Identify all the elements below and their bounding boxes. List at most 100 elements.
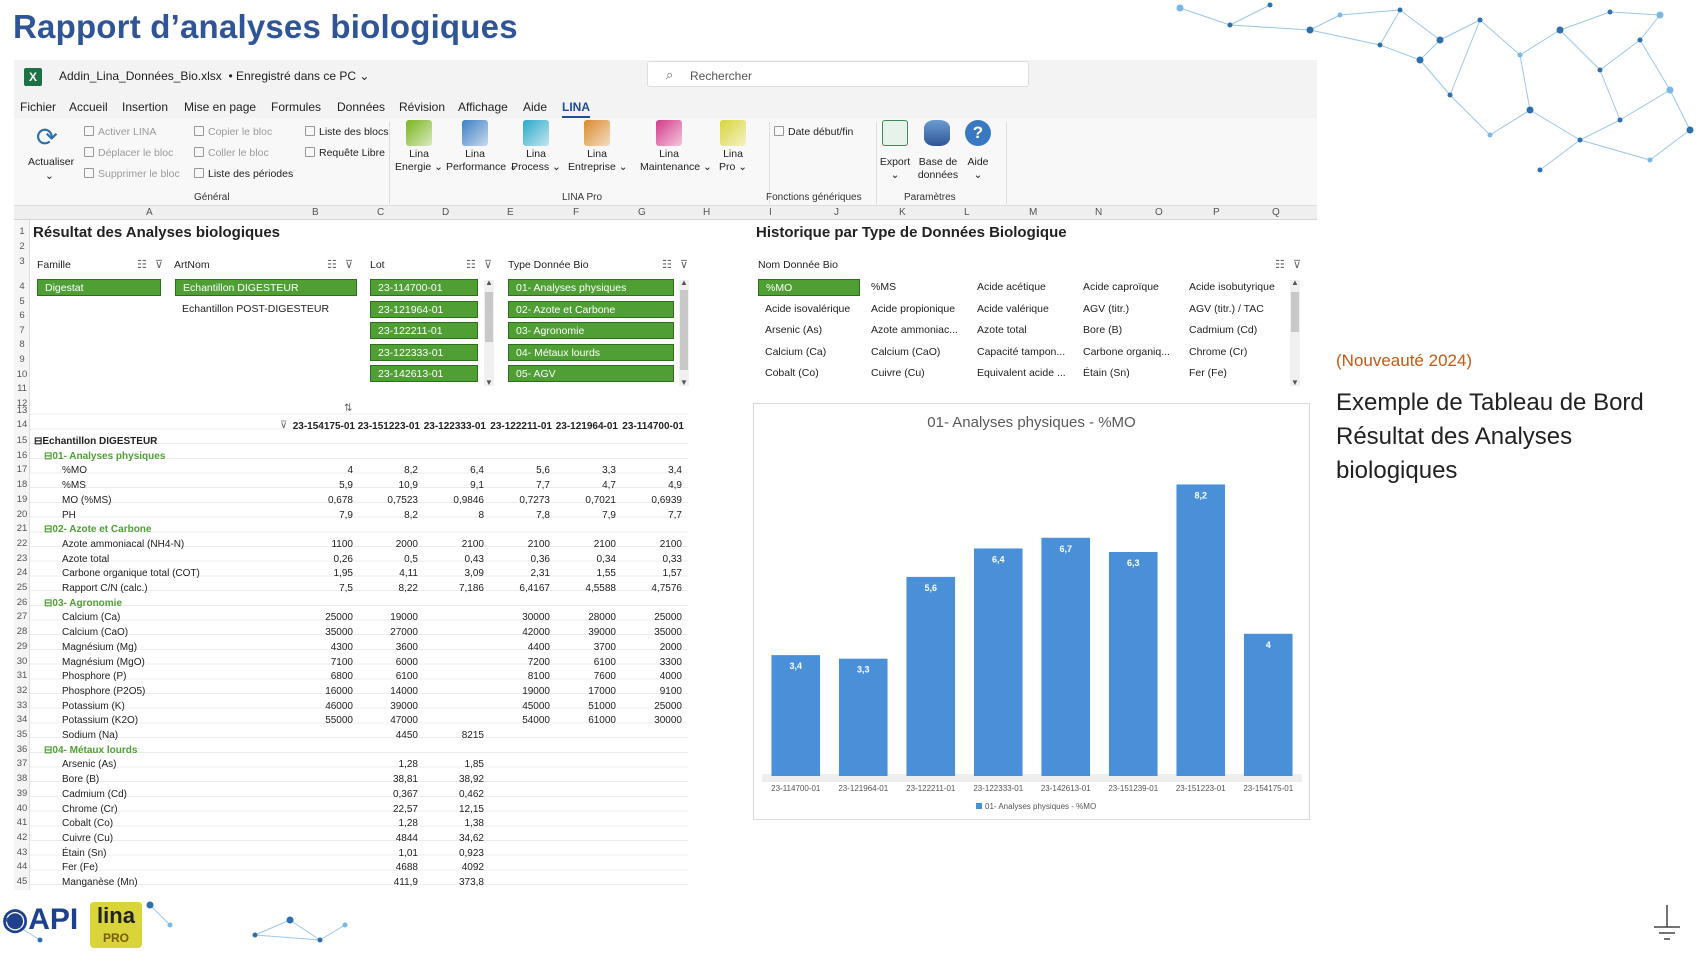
nom-slicer-item[interactable]: Calcium (Ca) (765, 345, 827, 358)
row-40[interactable]: 40 (16, 802, 28, 814)
pivot-row-label[interactable]: ⊟Echantillon DIGESTEUR (34, 436, 158, 447)
pivot-row-label[interactable]: ⊟02- Azote et Carbone (44, 524, 152, 536)
row-29[interactable]: 29 (16, 640, 28, 652)
pivot-filter-icon[interactable]: ⊽ (280, 420, 288, 431)
pivot-col-header[interactable]: 23-151223-01 (357, 421, 420, 432)
nom-slicer-item[interactable]: Azote ammoniac... (871, 324, 958, 337)
menu-fichier[interactable]: Fichier (20, 100, 57, 114)
row-41[interactable]: 41 (16, 817, 28, 829)
pivot-row-label[interactable]: Calcium (Ca) (62, 612, 121, 624)
menu-accueil[interactable]: Accueil (69, 100, 108, 114)
actualiser-button[interactable]: Actualiser (28, 156, 75, 168)
row-18[interactable]: 18 (16, 479, 28, 491)
row-17[interactable]: 17 (16, 464, 28, 476)
pivot-row-label[interactable]: Phosphore (P) (62, 671, 127, 683)
col-D[interactable]: D (442, 207, 450, 218)
nom-slicer-item[interactable]: Acide caproïque (1083, 281, 1159, 293)
lina-0-button[interactable]: Lina Energie ⌄ (395, 148, 443, 173)
row-16[interactable]: 16 (16, 449, 28, 461)
col-E[interactable]: E (507, 207, 514, 218)
row-21[interactable]: 21 (16, 523, 28, 535)
row-30[interactable]: 30 (16, 655, 28, 667)
type-scrollbar[interactable] (679, 280, 689, 386)
nom-slicer-item[interactable]: AGV (titr.) (1083, 302, 1130, 315)
row-45[interactable]: 45 (16, 876, 28, 887)
chart-bar[interactable] (1041, 537, 1091, 776)
chart-bar[interactable] (973, 548, 1023, 776)
pivot-row-label[interactable]: Rapport C/N (calc.) (62, 583, 148, 594)
pivot-row-label[interactable]: Cadmium (Cd) (62, 788, 128, 800)
artnom-slicer-item[interactable]: Echantillon DIGESTEUR (175, 279, 357, 296)
col-B[interactable]: B (312, 207, 319, 218)
row-37[interactable]: 37 (16, 758, 28, 770)
nom-scroll-thumb[interactable] (1291, 292, 1299, 332)
pivot-row-label[interactable]: MO (%MS) (62, 494, 112, 506)
artnom-slicer-item[interactable]: Echantillon POST-DIGESTEUR (182, 302, 330, 315)
nom-slicer-item[interactable]: Acide isovalérique (765, 302, 851, 315)
row-43[interactable]: 43 (16, 846, 28, 858)
chart-bar[interactable] (771, 655, 821, 776)
famille-multiselect-icon[interactable]: ☷ (137, 259, 147, 271)
lot-scroll-up-icon[interactable]: ▲ (485, 278, 493, 287)
pivot-row-label[interactable]: Azote ammoniacal (NH4-N) (62, 538, 185, 550)
lina-1-button[interactable]: Lina Performance ⌄ (446, 148, 518, 173)
pivot-row-label[interactable]: Chrome (Cr) (62, 803, 118, 815)
lot-multiselect-icon[interactable]: ☷ (466, 259, 476, 271)
pivot-row-label[interactable]: Phosphore (P2O5) (62, 685, 146, 697)
nom-slicer-item[interactable]: Calcium (CaO) (871, 345, 941, 358)
row-12[interactable]: 12 (16, 397, 28, 409)
nom-slicer-item[interactable]: Bore (B) (1083, 324, 1123, 337)
base-de-donnees-button[interactable]: Base de données (917, 156, 959, 181)
pivot-sort-icon[interactable]: ⇅ (344, 403, 353, 414)
pivot-row-label[interactable]: Calcium (CaO) (62, 627, 129, 639)
row-25[interactable]: 25 (16, 582, 28, 593)
nom-slicer-item[interactable]: Acide propionique (871, 302, 956, 315)
nom-slicer-item[interactable]: Cadmium (Cd) (1189, 324, 1258, 337)
menu-aide[interactable]: Aide (523, 100, 548, 114)
nom-scroll-down-icon[interactable]: ▼ (1291, 378, 1299, 387)
nom-slicer-item[interactable]: %MO (758, 279, 860, 296)
famille-clear-filter-icon[interactable]: ⊽ (155, 259, 164, 271)
row-9[interactable]: 9 (19, 354, 25, 365)
row-7[interactable]: 7 (19, 324, 25, 336)
chart-bar[interactable] (838, 658, 888, 776)
type-slicer-item[interactable]: 01- Analyses physiques (508, 279, 674, 296)
col-A[interactable]: A (146, 207, 153, 218)
nom-slicer-item[interactable]: Acide acétique (977, 281, 1046, 293)
lot-scroll-thumb[interactable] (485, 292, 493, 342)
col-Q[interactable]: Q (1272, 207, 1280, 218)
type-clear-filter-icon[interactable]: ⊽ (680, 259, 689, 271)
ribbon-liste-des-blocs[interactable]: Liste des blocs (305, 126, 388, 138)
nom-multiselect-icon[interactable]: ☷ (1275, 259, 1285, 271)
type-scroll-thumb[interactable] (680, 290, 688, 370)
chart-bar[interactable] (1243, 633, 1293, 776)
chart-bar[interactable] (906, 576, 956, 776)
type-slicer-item[interactable]: 04- Métaux lourds (508, 343, 674, 361)
row-8[interactable]: 8 (19, 339, 25, 351)
row-20[interactable]: 20 (16, 508, 28, 520)
pivot-col-header[interactable]: 23-114700-01 (622, 421, 684, 432)
nom-slicer-item[interactable]: Chrome (Cr) (1189, 345, 1248, 358)
lina-5-button[interactable]: Lina Pro ⌄ (718, 148, 748, 173)
row-1[interactable]: 1 (19, 226, 25, 237)
nom-clear-filter-icon[interactable]: ⊽ (1293, 259, 1302, 271)
row-4[interactable]: 4 (19, 281, 25, 292)
nom-slicer-item[interactable]: Cobalt (Co) (765, 367, 819, 380)
nom-slicer-item[interactable]: Fer (Fe) (1189, 367, 1227, 380)
pivot-row-label[interactable]: Potassium (K2O) (62, 715, 139, 727)
row-5[interactable]: 5 (19, 295, 25, 307)
artnom-clear-filter-icon[interactable]: ⊽ (345, 259, 354, 271)
lot-scroll-down-icon[interactable]: ▼ (485, 378, 493, 387)
menu-données[interactable]: Données (337, 100, 386, 114)
type-scroll-down-icon[interactable]: ▼ (680, 378, 688, 387)
row-36[interactable]: 36 (16, 743, 28, 755)
pivot-row-label[interactable]: Manganèse (Mn) (62, 877, 138, 888)
menu-formules[interactable]: Formules (271, 100, 322, 114)
ribbon-liste-des-périodes[interactable]: Liste des périodes (194, 168, 293, 180)
lot-scrollbar[interactable] (484, 280, 494, 386)
lot-slicer-item[interactable]: 23-122211-01 (370, 322, 478, 340)
chart-bar[interactable] (1176, 484, 1226, 776)
pivot-col-header[interactable]: 23-122211-01 (490, 421, 552, 432)
row-38[interactable]: 38 (16, 773, 28, 785)
row-35[interactable]: 35 (16, 729, 28, 740)
